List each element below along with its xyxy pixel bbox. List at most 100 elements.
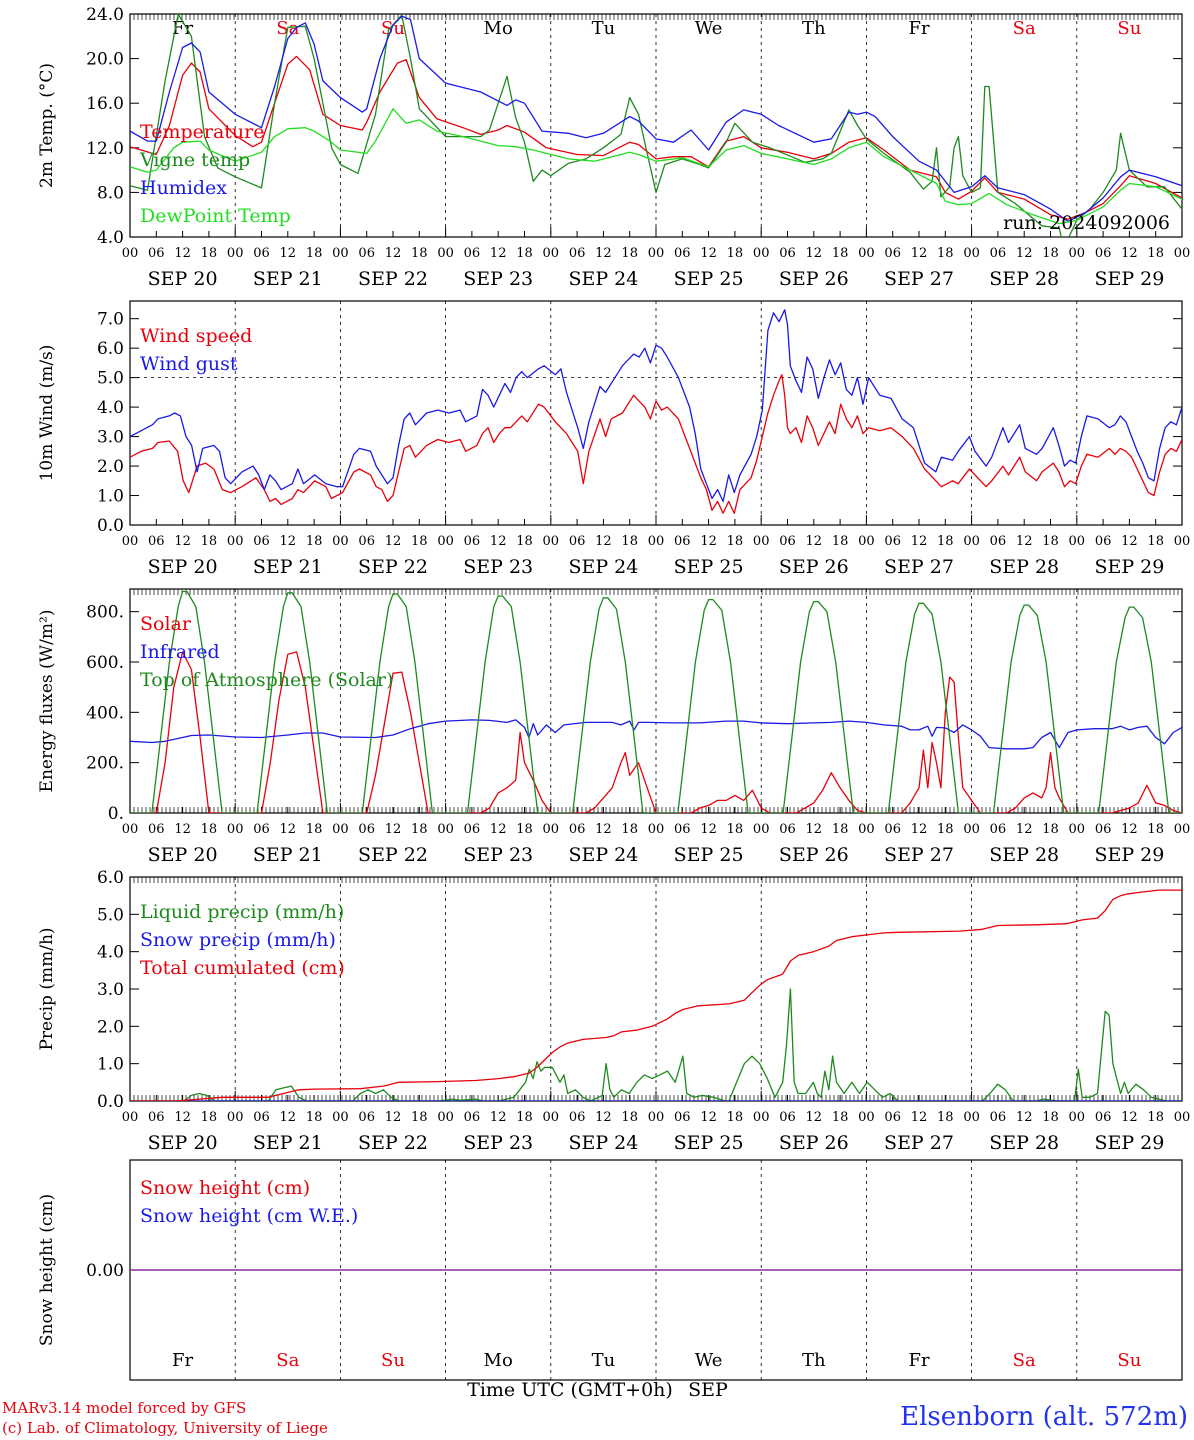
hour-label: 00 (543, 1110, 560, 1125)
legend-entry: DewPoint Temp (140, 205, 291, 227)
date-label: SEP 21 (253, 556, 323, 578)
hour-label: 06 (253, 1110, 270, 1125)
y-tick-label: 1.0 (97, 1055, 124, 1075)
hour-label: 06 (1095, 246, 1112, 261)
hour-label: 18 (621, 1110, 638, 1125)
meteogram: 4.0 8.0 12.0 16.0 20.0 24.0 2m Temp. (°C) 00 06 1… (37, 5, 1190, 1401)
y-tick-label: 0. (108, 804, 124, 824)
hour-label: 12 (1121, 822, 1138, 837)
panel-precip: 0.0 1.0 2.0 3.0 4.0 5.0 6.0 Precip (mm/h) 00 06 12… (37, 868, 1190, 1154)
hour-label: 18 (937, 534, 954, 549)
hour-label: 00 (648, 1110, 665, 1125)
y-tick-label: 0.0 (97, 516, 124, 536)
hour-label: 12 (385, 1110, 402, 1125)
hour-label: 12 (280, 534, 297, 549)
hour-label: 18 (306, 822, 323, 837)
hour-label: 06 (358, 534, 375, 549)
date-label: SEP 26 (779, 556, 849, 578)
hour-label: 06 (569, 534, 586, 549)
hour-label: 12 (490, 246, 507, 261)
hour-label: 12 (490, 822, 507, 837)
hour-label: 06 (1095, 1110, 1112, 1125)
y-axis-label: Energy fluxes (W/m²) (37, 610, 57, 793)
hour-label: 12 (385, 822, 402, 837)
hour-label: 12 (700, 246, 717, 261)
legend-entry: Vigne temp (139, 149, 250, 171)
legend-entry: Liquid precip (mm/h) (140, 901, 344, 923)
hour-label: 00 (753, 534, 770, 549)
y-tick-label: 20.0 (86, 50, 124, 70)
date-label: SEP 21 (253, 268, 323, 290)
run-annotation: run: 2024092006 (1003, 212, 1170, 234)
legend-entry: Top of Atmosphere (Solar) (140, 669, 393, 691)
date-label: SEP 20 (148, 556, 218, 578)
hour-label: 00 (543, 246, 560, 261)
hour-label: 12 (385, 534, 402, 549)
date-label: SEP 22 (358, 268, 428, 290)
hour-label: 06 (569, 822, 586, 837)
month-label: SEP (688, 1379, 728, 1401)
date-label: SEP 29 (1094, 556, 1164, 578)
y-tick-label: 600. (86, 653, 124, 673)
hour-label: 12 (911, 246, 928, 261)
date-label: SEP 23 (463, 1132, 533, 1154)
weekday-label: Su (381, 1350, 405, 1371)
y-tick-label: 5.0 (97, 905, 124, 925)
y-tick-label: 4.0 (97, 398, 124, 418)
credit-line-2: (c) Lab. of Climatology, University of L… (2, 1419, 328, 1437)
hour-label: 12 (1121, 534, 1138, 549)
hour-label: 18 (306, 246, 323, 261)
hour-label: 18 (516, 1110, 533, 1125)
hour-label: 00 (858, 1110, 875, 1125)
hour-label: 06 (779, 246, 796, 261)
hour-label: 06 (779, 822, 796, 837)
weekday-label: Fr (172, 1350, 193, 1371)
hour-label: 00 (437, 246, 454, 261)
hour-label: 12 (806, 534, 823, 549)
hour-label: 00 (437, 534, 454, 549)
weekday-label: Su (381, 18, 405, 39)
y-tick-label: 4.0 (97, 943, 124, 963)
hour-label: 06 (674, 246, 691, 261)
weekday-label: We (695, 1350, 723, 1371)
weekday-label: Fr (172, 18, 193, 39)
hour-label: 06 (358, 822, 375, 837)
y-tick-label: 2.0 (97, 457, 124, 477)
hour-label: 18 (1042, 246, 1059, 261)
date-label: SEP 27 (884, 1132, 954, 1154)
hour-label: 00 (227, 534, 244, 549)
hour-label: 12 (1016, 246, 1033, 261)
hour-label: 00 (543, 822, 560, 837)
date-label: SEP 23 (463, 268, 533, 290)
hour-label: 12 (490, 534, 507, 549)
y-tick-label: 1.0 (97, 487, 124, 507)
y-tick-label: 16.0 (86, 94, 124, 114)
date-label: SEP 28 (989, 268, 1059, 290)
hour-label: 12 (174, 246, 191, 261)
y-tick-label: 200. (86, 754, 124, 774)
y-tick-label: 3.0 (97, 428, 124, 448)
hour-label: 12 (595, 534, 612, 549)
hour-label: 12 (174, 1110, 191, 1125)
hour-label: 12 (280, 246, 297, 261)
hour-label: 12 (280, 822, 297, 837)
hour-label: 18 (1147, 1110, 1164, 1125)
hour-label: 00 (332, 822, 349, 837)
hour-label: 18 (727, 822, 744, 837)
hour-label: 18 (727, 534, 744, 549)
weekday-label: Sa (1013, 1350, 1036, 1371)
weekday-label: Su (1117, 1350, 1141, 1371)
date-label: SEP 20 (148, 1132, 218, 1154)
series-group (130, 14, 1182, 237)
hour-label: 18 (1042, 1110, 1059, 1125)
series-line-2 (130, 15, 1182, 223)
hour-label: 00 (437, 822, 454, 837)
date-label: SEP 23 (463, 556, 533, 578)
hour-label: 18 (201, 1110, 218, 1125)
hour-label: 00 (332, 534, 349, 549)
hour-label: 06 (464, 822, 481, 837)
y-tick-label: 8.0 (97, 183, 124, 203)
hour-label: 18 (621, 534, 638, 549)
hour-label: 06 (148, 534, 165, 549)
hour-label: 18 (937, 1110, 954, 1125)
